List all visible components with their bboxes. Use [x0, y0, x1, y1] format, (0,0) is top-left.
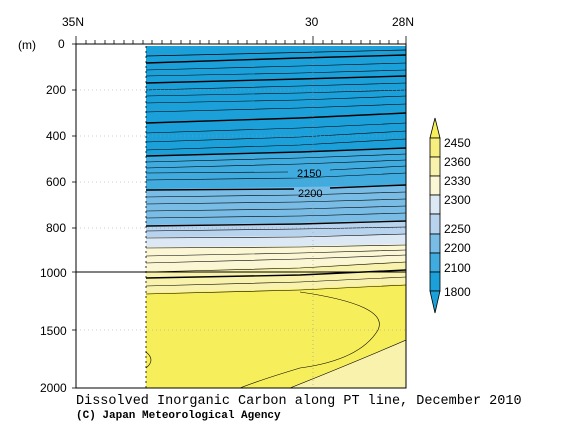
colorbar-2200 [429, 233, 441, 254]
gridlines [76, 44, 406, 388]
contour-lines [146, 49, 406, 388]
band-2100 [146, 148, 406, 190]
y-tick-0: 0 [58, 37, 65, 51]
colorbar-label-2450: 2450 [444, 136, 471, 150]
colorbar-2450 [429, 137, 441, 158]
data-field [146, 46, 406, 388]
band-2450 [146, 284, 406, 388]
colorbar-label-2250: 2250 [444, 222, 471, 236]
colorbar-label-2300: 2300 [444, 193, 471, 207]
colorbar-top-cap [429, 117, 441, 139]
band-1800 [146, 46, 406, 156]
y-axis-label: (m) [18, 38, 36, 52]
colorbar-label-2200: 2200 [444, 241, 471, 255]
colorbar-label-2330: 2330 [444, 174, 471, 188]
x-tick-28n: 28N [392, 15, 414, 29]
colorbar-2250 [429, 213, 441, 235]
y-tick-800: 800 [46, 221, 66, 235]
colorbar-label-1800: 1800 [444, 285, 471, 299]
top-axis-ticks [75, 36, 407, 44]
colorbar-2100 [429, 252, 441, 273]
colorbar-2300 [429, 194, 441, 215]
y-tick-200: 200 [46, 83, 66, 97]
y-tick-1000: 1000 [40, 266, 67, 280]
band-2200 [146, 185, 406, 226]
colorbar-label-2360: 2360 [444, 155, 471, 169]
y-tick-2000: 2000 [40, 381, 67, 395]
chart-title: Dissolved Inorganic Carbon along PT line… [76, 394, 522, 409]
colorbar-label-2100: 2100 [444, 261, 471, 275]
colorbar [429, 117, 441, 314]
credit-text: (C) Japan Meteorological Agency [76, 410, 281, 422]
contour-labels: 2150 2200 [297, 168, 322, 200]
x-tick-30: 30 [305, 15, 319, 29]
colorbar-1800 [429, 271, 441, 292]
y-axis-ticks [72, 43, 76, 389]
band-deep-pale [290, 340, 406, 388]
colorbar-2360 [429, 156, 441, 177]
colorbar-bottom-cap [429, 290, 441, 314]
contour-label-2150: 2150 [297, 168, 321, 180]
y-tick-1500: 1500 [40, 324, 67, 338]
contour-label-2200: 2200 [298, 188, 322, 200]
x-tick-35n: 35N [62, 15, 84, 29]
colorbar-labels: 2450 2360 2330 2300 2250 2200 2100 1800 [444, 136, 471, 299]
y-tick-600: 600 [46, 175, 66, 189]
colorbar-2330 [429, 175, 441, 196]
plot-frame [75, 43, 407, 389]
band-2360 [146, 261, 406, 294]
y-tick-400: 400 [46, 129, 66, 143]
